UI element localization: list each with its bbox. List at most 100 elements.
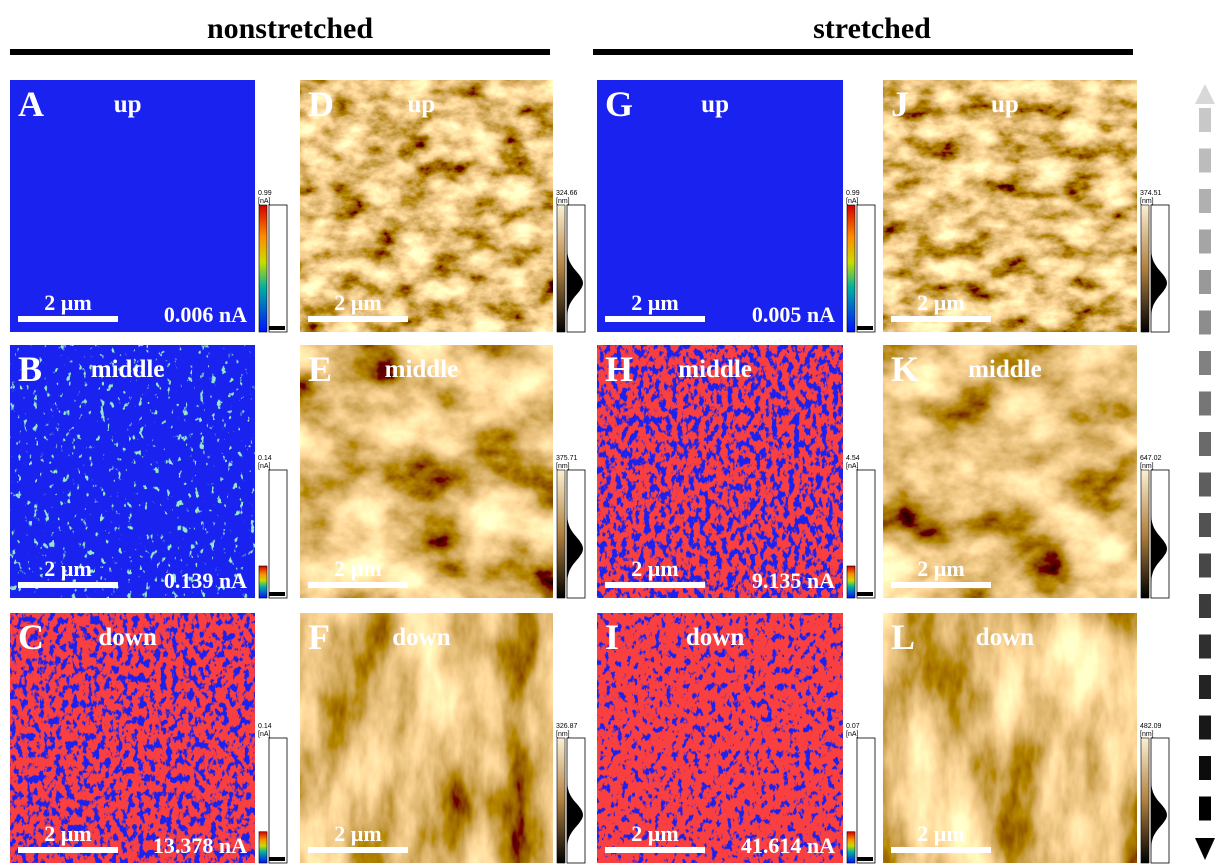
scale-bar xyxy=(18,847,118,853)
figure: nonstretched stretched Aup 2 µm 0.006 nA 0.… xyxy=(0,0,1215,866)
colorbar-max: 0.07 xyxy=(846,723,860,730)
panel-position: down xyxy=(976,624,1034,651)
header-rule xyxy=(593,49,1133,55)
scale-bar xyxy=(891,582,991,588)
panel-position: up xyxy=(991,91,1019,118)
scale-bar xyxy=(605,316,705,322)
scale-bar-label: 2 µm xyxy=(334,821,382,846)
current-value: 9.135 nA xyxy=(752,568,835,593)
scale-bar xyxy=(308,847,408,853)
header-right: stretched xyxy=(813,12,931,45)
panel-letter: F xyxy=(308,617,330,657)
colorbar xyxy=(847,205,855,332)
colorbar-max: 324.66 xyxy=(556,190,578,197)
colorbar-hist-box xyxy=(857,205,875,332)
panel-position: down xyxy=(98,624,156,651)
panel: Ldown2 µm482.09[nm] xyxy=(883,613,1169,863)
colorbar-hist xyxy=(269,857,285,861)
colorbar-hist xyxy=(269,592,285,596)
panel-position: middle xyxy=(968,356,1042,383)
panel-position: middle xyxy=(678,356,752,383)
colorbar-unit: [nA] xyxy=(258,463,271,470)
colorbar xyxy=(1141,738,1149,863)
colorbar-hist-box xyxy=(269,205,287,332)
scale-bar-label: 2 µm xyxy=(44,821,92,846)
colorbar-max: 374.51 xyxy=(1140,190,1162,197)
scale-bar-label: 2 µm xyxy=(44,556,92,581)
panel-letter: B xyxy=(18,349,42,389)
scale-bar xyxy=(308,582,408,588)
scale-bar xyxy=(18,316,118,322)
colorbar-unit: [nA] xyxy=(258,731,271,738)
scale-bar xyxy=(308,316,408,322)
colorbar-max: 0.99 xyxy=(258,190,272,197)
colorbar-hist xyxy=(857,857,873,861)
panel-letter: J xyxy=(891,84,909,124)
panel-position: middle xyxy=(385,356,459,383)
colorbar-unit: [nA] xyxy=(846,463,859,470)
colorbar-unit: [nm] xyxy=(556,463,570,470)
colorbar-hist xyxy=(857,326,873,330)
header-left: nonstretched xyxy=(207,12,373,45)
panel-position: up xyxy=(114,91,142,118)
colorbar-unit: [nA] xyxy=(258,198,271,205)
colorbar-hist-box xyxy=(857,470,875,598)
colorbar-hist-box xyxy=(857,738,875,863)
panel-letter: D xyxy=(308,84,334,124)
panel-letter: I xyxy=(605,617,619,657)
panel-letter: A xyxy=(18,84,44,124)
colorbar-hist xyxy=(857,592,873,596)
panel-letter: G xyxy=(605,84,633,124)
panel-letter: E xyxy=(308,349,332,389)
colorbar-unit: [nm] xyxy=(1140,731,1154,738)
panel: Emiddle 2 µm 375.71[nm] xyxy=(300,345,585,598)
current-value: 0.006 nA xyxy=(164,302,247,327)
colorbar xyxy=(847,832,855,863)
panel-letter: H xyxy=(605,349,633,389)
colorbar xyxy=(259,832,267,863)
colorbar-unit: [nm] xyxy=(556,198,570,205)
scale-bar-label: 2 µm xyxy=(631,821,679,846)
colorbar-unit: [nm] xyxy=(556,731,570,738)
current-value: 13.378 nA xyxy=(153,833,247,858)
scale-bar-label: 2 µm xyxy=(917,556,965,581)
scale-bar-label: 2 µm xyxy=(917,290,965,315)
colorbar xyxy=(557,470,565,598)
colorbar xyxy=(259,566,267,598)
colorbar xyxy=(1141,205,1149,332)
scale-bar-label: 2 µm xyxy=(334,290,382,315)
colorbar-unit: [nm] xyxy=(1140,463,1154,470)
panel-letter: L xyxy=(891,617,915,657)
scale-bar xyxy=(605,847,705,853)
panel: Kmiddle2 µm647.02[nm] xyxy=(883,345,1169,598)
colorbar-max: 326.87 xyxy=(556,723,578,730)
panel-letter: C xyxy=(18,617,44,657)
scale-bar-label: 2 µm xyxy=(334,556,382,581)
colorbar-hist-box xyxy=(269,738,287,863)
panel-position: down xyxy=(686,624,744,651)
colorbar-unit: [nA] xyxy=(846,198,859,205)
scale-bar xyxy=(18,582,118,588)
scale-bar-label: 2 µm xyxy=(44,290,92,315)
colorbar-max: 482.09 xyxy=(1140,723,1162,730)
colorbar-unit: [nA] xyxy=(846,731,859,738)
colorbar-max: 4.54 xyxy=(846,455,860,462)
colorbar-hist-box xyxy=(269,470,287,598)
current-value: 0.139 nA xyxy=(164,568,247,593)
colorbar xyxy=(847,566,855,598)
gradient-arrow xyxy=(1195,84,1215,860)
panel-position: up xyxy=(701,91,729,118)
colorbar-max: 0.14 xyxy=(258,723,272,730)
colorbar-max: 0.14 xyxy=(258,455,272,462)
panel-position: middle xyxy=(91,356,165,383)
scale-bar xyxy=(605,582,705,588)
colorbar-max: 375.71 xyxy=(556,455,578,462)
current-value: 41.614 nA xyxy=(741,833,835,858)
